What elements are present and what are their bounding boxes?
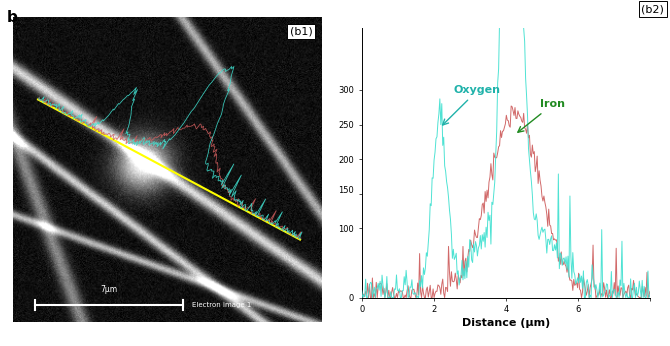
Text: 7μm: 7μm — [100, 285, 117, 294]
X-axis label: Distance (μm): Distance (μm) — [462, 318, 550, 328]
Text: (b2): (b2) — [641, 4, 665, 14]
Text: Oxygen: Oxygen — [443, 85, 501, 125]
Text: Electron image 1: Electron image 1 — [192, 302, 251, 308]
Text: b: b — [7, 10, 17, 25]
Text: (b1): (b1) — [289, 26, 312, 36]
Text: Iron: Iron — [518, 99, 565, 132]
